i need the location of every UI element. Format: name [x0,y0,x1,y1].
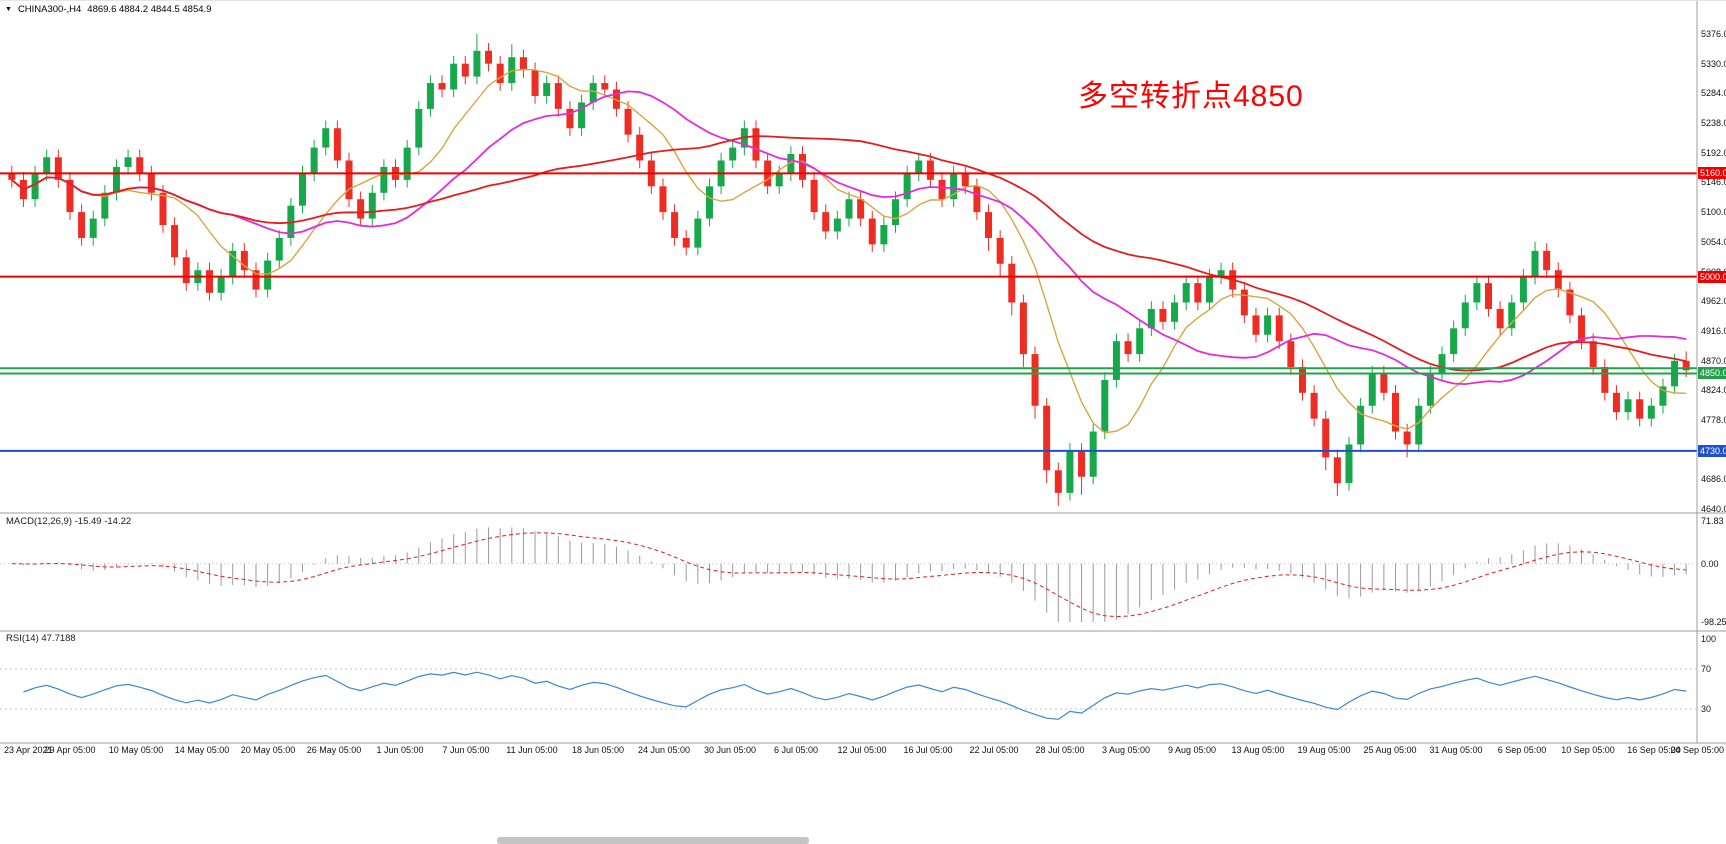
time-axis-label: 19 Aug 05:00 [1297,745,1351,755]
time-axis-label: 6 Jul 05:00 [773,745,819,755]
price-level-tag: 5160.0 [1698,167,1726,180]
price-axis-label: 5146.0 [1701,177,1726,188]
price-axis-label: 5054.0 [1701,236,1726,247]
time-axis-label: 23 Apr 2021 [4,745,53,755]
time-axis-label: 10 Sep 05:00 [1561,745,1615,755]
time-axis-label: 10 May 05:00 [108,745,164,755]
time-axis-label: 22 Jul 05:00 [969,745,1019,755]
time-axis-label: 1 Jun 05:00 [376,745,424,755]
time-axis-label: 24 Sep 05:00 [1670,745,1724,755]
macd-axis-label: 0.00 [1701,558,1719,569]
time-axis-label: 31 Aug 05:00 [1429,745,1483,755]
time-axis-label: 11 Jun 05:00 [506,745,558,755]
time-axis-label: 6 Sep 05:00 [1497,745,1547,755]
price-axis-label: 5284.0 [1701,88,1726,99]
time-axis-label: 26 May 05:00 [306,745,362,755]
price-axis-label: 4870.0 [1701,355,1726,366]
time-axis-label: 13 Aug 05:00 [1231,745,1285,755]
time-axis-label: 3 Aug 05:00 [1101,745,1151,755]
macd-axis-label: 71.83 [1701,516,1724,526]
price-axis-label: 5330.0 [1701,58,1726,69]
time-axis-label: 16 Jul 05:00 [903,745,953,755]
time-axis-label: 25 Aug 05:00 [1363,745,1417,755]
price-level-tag: 5000.0 [1698,270,1726,283]
time-axis-label: 12 Jul 05:00 [837,745,887,755]
price-axis-label: 4916.0 [1701,325,1726,336]
price-axis-label: 5100.0 [1701,207,1726,218]
price-level-tag: 4730.0 [1698,444,1726,457]
time-axis-label: 30 Jun 05:00 [703,745,757,755]
macd-indicator-label: MACD(12,26,9) -15.49 -14.22 [6,516,132,527]
chart-header: ▼ CHINA300-,H4 4869.6 4884.2 4844.5 4854… [5,4,211,15]
time-axis-label: 29 Apr 05:00 [44,745,96,755]
chart-dropdown-icon[interactable]: ▼ [5,6,12,13]
time-axis-label: 20 May 05:00 [240,745,296,755]
time-axis-label: 9 Aug 05:00 [1167,745,1217,755]
time-axis-label: 28 Jul 05:00 [1035,745,1085,755]
taskbar-fragment [497,837,809,844]
time-axis-label: 18 Jun 05:00 [571,745,625,755]
price-axis-label: 4824.0 [1701,385,1726,396]
chart-annotation[interactable]: 多空转折点4850 [1078,80,1304,113]
price-axis-label: 4640.0 [1701,504,1726,514]
rsi-axis-label: 30 [1701,704,1712,714]
time-axis-label: 16 Sep 05:00 [1627,745,1681,755]
time-axis-label: 24 Jun 05:00 [637,745,691,755]
rsi-axis-label: 70 [1701,664,1712,674]
price-axis-label: 4686.0 [1701,474,1726,485]
time-axis-label: 14 May 05:00 [174,745,230,755]
price-axis-label: 4778.0 [1701,414,1726,425]
rsi-indicator-label: RSI(14) 47.7188 [6,633,76,644]
time-axis-label: 7 Jun 05:00 [442,745,490,755]
price-axis-label: 4962.0 [1701,296,1726,307]
symbol-timeframe: CHINA300-,H4 [17,4,82,15]
price-axis-label: 5192.0 [1701,147,1726,158]
ohlc-values: 4869.6 4884.2 4844.5 4854.9 [87,4,212,15]
macd-axis-label: -98.25 [1701,617,1726,627]
price-axis-label: 5238.0 [1701,118,1726,129]
price-axis-label: 5376.0 [1701,29,1726,39]
rsi-axis-label: 100 [1701,634,1717,644]
price-level-tag: 4850.0 [1698,367,1726,380]
